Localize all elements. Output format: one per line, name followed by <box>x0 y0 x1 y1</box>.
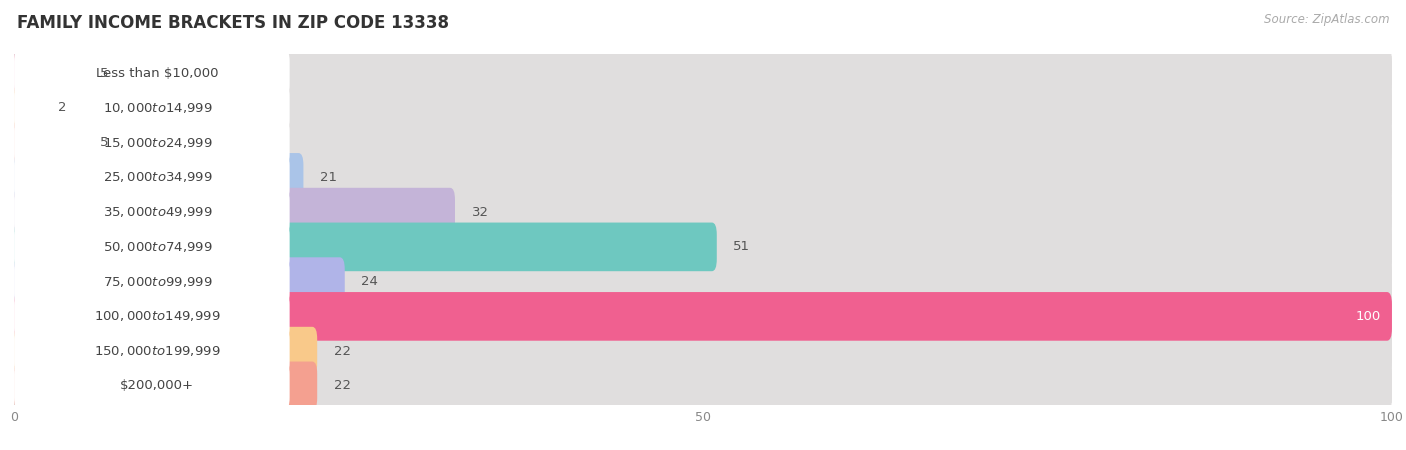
Bar <box>14 264 1392 299</box>
FancyBboxPatch shape <box>14 224 290 270</box>
Bar <box>14 195 1392 230</box>
Text: 22: 22 <box>333 379 350 392</box>
FancyBboxPatch shape <box>14 361 318 410</box>
Text: Source: ZipAtlas.com: Source: ZipAtlas.com <box>1264 14 1389 27</box>
FancyBboxPatch shape <box>14 223 717 271</box>
FancyBboxPatch shape <box>14 363 290 409</box>
FancyBboxPatch shape <box>14 118 1392 167</box>
FancyBboxPatch shape <box>14 153 1392 202</box>
Text: $75,000 to $99,999: $75,000 to $99,999 <box>103 274 212 288</box>
Bar <box>14 299 1392 334</box>
Text: 22: 22 <box>333 345 350 358</box>
FancyBboxPatch shape <box>14 327 318 375</box>
Text: 5: 5 <box>100 136 108 149</box>
FancyBboxPatch shape <box>14 223 1392 271</box>
Text: $15,000 to $24,999: $15,000 to $24,999 <box>103 135 212 149</box>
FancyBboxPatch shape <box>14 292 1392 341</box>
Text: $25,000 to $34,999: $25,000 to $34,999 <box>103 171 212 184</box>
Text: $35,000 to $49,999: $35,000 to $49,999 <box>103 205 212 219</box>
Bar <box>14 56 1392 90</box>
Text: $50,000 to $74,999: $50,000 to $74,999 <box>103 240 212 254</box>
Text: 32: 32 <box>471 206 488 219</box>
FancyBboxPatch shape <box>14 257 344 306</box>
FancyBboxPatch shape <box>14 188 456 236</box>
FancyBboxPatch shape <box>14 257 1392 306</box>
Text: 24: 24 <box>361 275 378 288</box>
Text: 100: 100 <box>1355 310 1381 323</box>
FancyBboxPatch shape <box>14 189 290 235</box>
Bar <box>14 230 1392 264</box>
Text: 5: 5 <box>100 67 108 80</box>
FancyBboxPatch shape <box>14 327 1392 375</box>
Bar <box>14 125 1392 160</box>
Text: 21: 21 <box>321 171 337 184</box>
Bar <box>14 369 1392 403</box>
FancyBboxPatch shape <box>14 49 1392 98</box>
Text: $150,000 to $199,999: $150,000 to $199,999 <box>94 344 221 358</box>
FancyBboxPatch shape <box>14 292 1392 341</box>
Text: 51: 51 <box>734 240 751 253</box>
FancyBboxPatch shape <box>14 85 290 131</box>
Text: $100,000 to $149,999: $100,000 to $149,999 <box>94 310 221 324</box>
Text: Less than $10,000: Less than $10,000 <box>96 67 218 80</box>
FancyBboxPatch shape <box>14 49 83 98</box>
FancyBboxPatch shape <box>14 361 1392 410</box>
Text: $200,000+: $200,000+ <box>121 379 194 392</box>
Text: 2: 2 <box>58 101 66 114</box>
Bar <box>14 334 1392 369</box>
FancyBboxPatch shape <box>14 84 42 132</box>
Bar <box>14 90 1392 125</box>
FancyBboxPatch shape <box>14 84 1392 132</box>
FancyBboxPatch shape <box>14 119 290 166</box>
Bar <box>14 160 1392 195</box>
FancyBboxPatch shape <box>14 50 290 96</box>
FancyBboxPatch shape <box>14 188 1392 236</box>
Text: $10,000 to $14,999: $10,000 to $14,999 <box>103 101 212 115</box>
FancyBboxPatch shape <box>14 154 290 201</box>
FancyBboxPatch shape <box>14 118 83 167</box>
FancyBboxPatch shape <box>14 328 290 374</box>
Text: FAMILY INCOME BRACKETS IN ZIP CODE 13338: FAMILY INCOME BRACKETS IN ZIP CODE 13338 <box>17 14 449 32</box>
FancyBboxPatch shape <box>14 293 290 340</box>
FancyBboxPatch shape <box>14 153 304 202</box>
FancyBboxPatch shape <box>14 258 290 305</box>
